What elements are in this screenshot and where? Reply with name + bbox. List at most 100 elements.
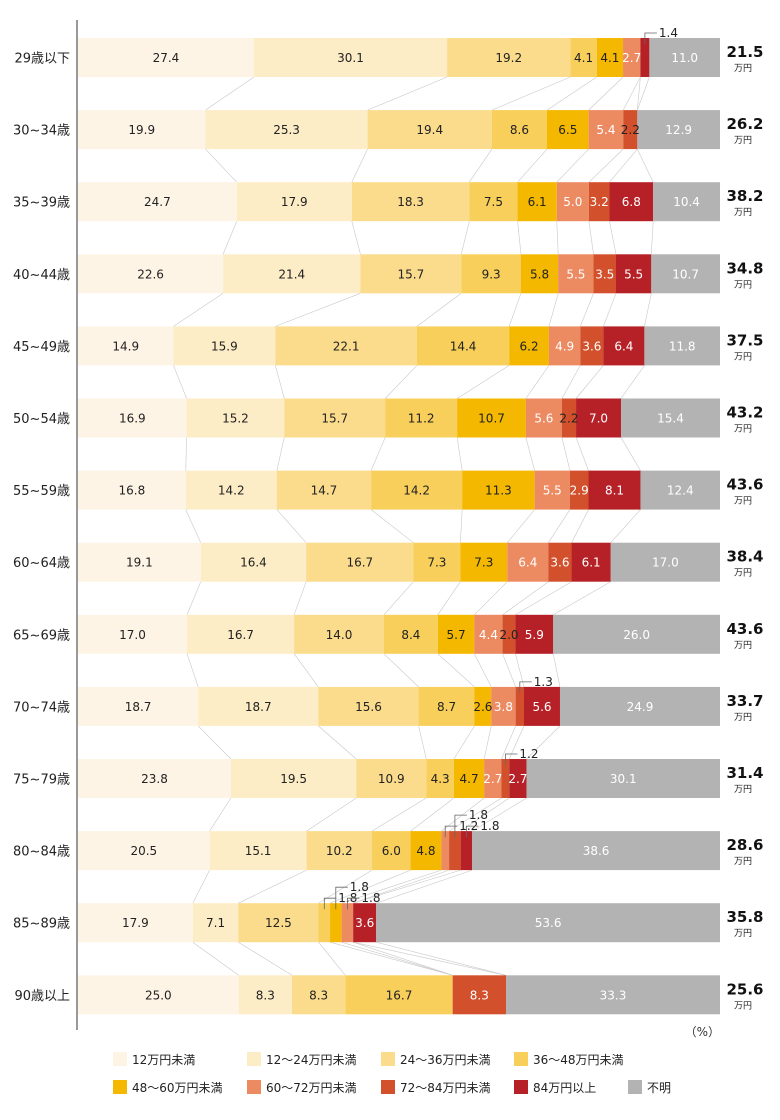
legend-swatch xyxy=(381,1052,395,1066)
bar-segment xyxy=(78,254,224,294)
legend-swatch xyxy=(514,1080,528,1094)
connector-line xyxy=(603,293,617,327)
connector-line xyxy=(238,941,293,976)
legend-label: 84万円以上 xyxy=(533,1081,596,1095)
bar-segment xyxy=(588,110,624,150)
connector-line xyxy=(384,365,418,399)
bar-segment xyxy=(515,614,554,654)
connector-line xyxy=(483,725,492,760)
connector-line xyxy=(383,653,419,688)
connector-line xyxy=(370,437,386,471)
legend-item: 24〜36万円未満 xyxy=(381,1052,491,1067)
category-label: 45~49歳 xyxy=(13,340,70,355)
segment-value-label: 19.1 xyxy=(126,556,153,570)
bar-segment xyxy=(230,759,357,798)
bar-segment xyxy=(474,614,503,654)
bar-segment xyxy=(517,182,557,222)
legend-swatch xyxy=(113,1052,127,1066)
segment-value-label: 3.6 xyxy=(550,556,569,570)
connector-line xyxy=(651,221,654,255)
segment-value-label: 2.2 xyxy=(559,412,578,426)
connector-line xyxy=(517,148,548,183)
connector-line xyxy=(620,365,645,399)
bar-segment xyxy=(78,398,187,438)
connector-line xyxy=(376,869,473,904)
segment-value-label: 20.5 xyxy=(130,844,157,858)
bar-segment xyxy=(534,470,570,510)
bar-segment xyxy=(547,110,589,150)
bar-segment xyxy=(192,903,239,943)
segment-value-label: 4.7 xyxy=(460,772,479,786)
bar-segment xyxy=(426,759,454,798)
average-unit: 万円 xyxy=(734,928,752,939)
callout-leader xyxy=(644,32,657,44)
callouts-layer: 1.41.31.21.21.81.81.81.81.8 xyxy=(323,26,678,910)
segment-value-label: 4.1 xyxy=(574,51,593,65)
segment-value-label: 2.7 xyxy=(483,772,502,786)
segment-value-label: 7.3 xyxy=(474,556,493,570)
connector-line xyxy=(351,148,368,183)
bar-segment xyxy=(187,614,295,654)
bar-segment xyxy=(570,38,597,77)
segment-value-label: 26.0 xyxy=(623,628,650,642)
segment-value-label: 16.7 xyxy=(227,628,254,642)
connector-line xyxy=(437,653,475,688)
callout-leader xyxy=(346,897,360,910)
callout-leader xyxy=(504,753,518,765)
segment-value-label: 17.9 xyxy=(281,195,308,209)
segment-value-label: 16.8 xyxy=(119,484,146,498)
average-unit: 万円 xyxy=(734,712,752,723)
callout-leader xyxy=(335,886,348,910)
bar-segment xyxy=(621,398,720,438)
connector-line xyxy=(276,437,285,471)
callout-label: 1.2 xyxy=(519,747,538,761)
category-label: 90歳以上 xyxy=(14,989,70,1004)
average-unit: 万円 xyxy=(734,424,752,435)
connector-line xyxy=(580,293,594,327)
bar-segment xyxy=(501,759,510,798)
connector-line xyxy=(622,76,641,111)
segment-value-label: 11.0 xyxy=(671,51,698,65)
callout-leader xyxy=(465,825,479,838)
connector-line xyxy=(418,725,427,760)
bar-segment xyxy=(306,542,414,582)
connector-line xyxy=(367,76,448,111)
bar-segment xyxy=(78,326,174,366)
bar-segment xyxy=(209,831,307,871)
segment-value-label: 15.2 xyxy=(222,412,249,426)
callout-leader xyxy=(444,825,458,838)
segment-value-label: 14.9 xyxy=(112,339,139,353)
connector-line xyxy=(383,581,414,615)
bar-segment xyxy=(559,686,720,726)
segment-value-label: 3.6 xyxy=(355,916,374,930)
connector-line xyxy=(341,941,453,976)
connector-line xyxy=(222,221,238,255)
bar-segment xyxy=(588,470,641,510)
connector-line xyxy=(209,797,232,832)
legend-item: 12〜24万円未満 xyxy=(247,1052,357,1067)
connector-line xyxy=(376,941,507,976)
category-label: 70~74歳 xyxy=(13,700,70,715)
bar-segment xyxy=(437,614,475,654)
legend-swatch xyxy=(113,1080,127,1094)
bar-segment xyxy=(484,759,502,798)
connector-line xyxy=(571,509,589,543)
bar-segment xyxy=(460,542,508,582)
percent-unit-label: （%） xyxy=(685,1025,720,1039)
connector-line xyxy=(186,581,202,615)
segment-value-label: 17.0 xyxy=(652,556,679,570)
connector-lines xyxy=(173,76,654,976)
connector-line xyxy=(575,437,589,471)
legend-item: 84万円以上 xyxy=(514,1080,596,1095)
average-value: 38.4 xyxy=(726,548,763,566)
bar-segment xyxy=(509,759,527,798)
connector-line xyxy=(588,221,594,255)
bar-segment xyxy=(640,38,650,77)
bar-segment xyxy=(78,975,239,1015)
connector-line xyxy=(370,509,414,543)
bar-segment xyxy=(623,110,638,150)
connector-line xyxy=(508,293,522,327)
callout-label: 1.8 xyxy=(469,808,488,822)
connector-line xyxy=(517,221,522,255)
